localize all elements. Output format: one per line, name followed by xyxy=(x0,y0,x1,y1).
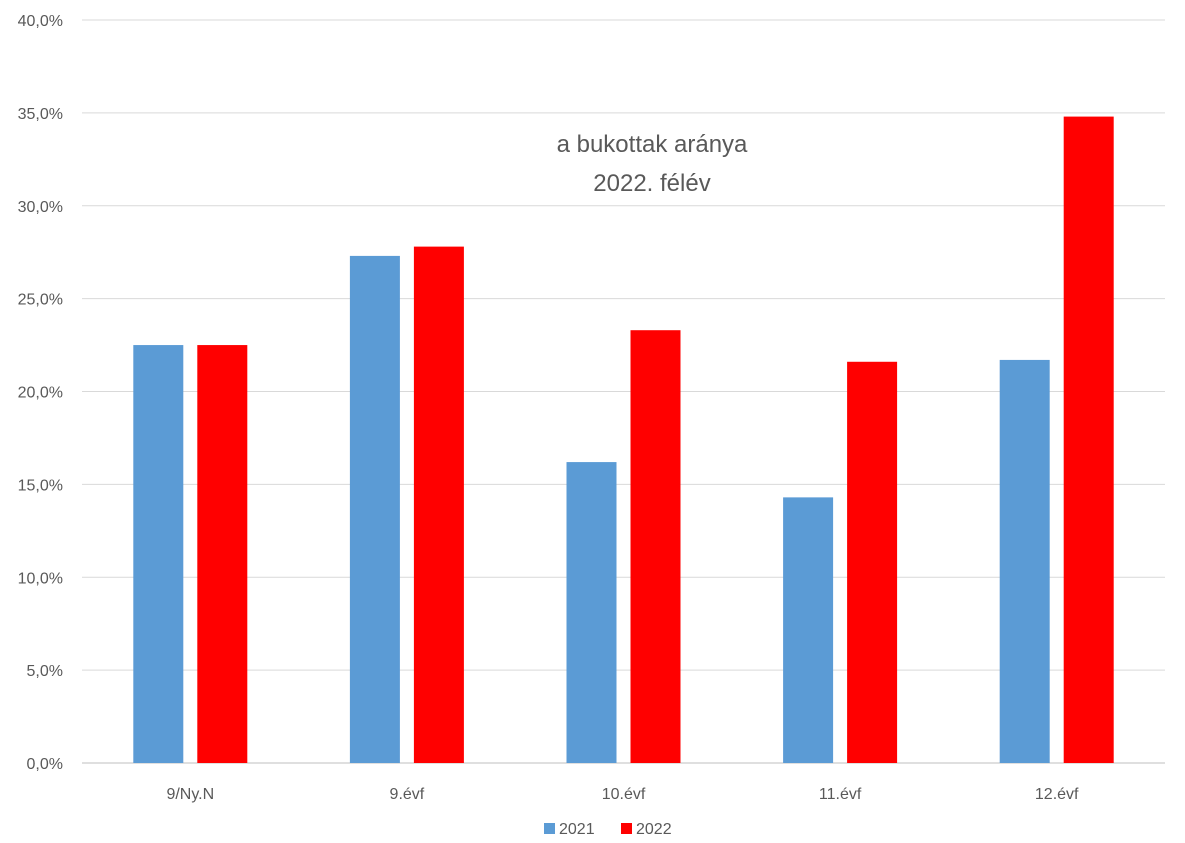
y-tick-label: 40,0% xyxy=(18,13,63,30)
y-axis-tick-labels: 0,0% 5,0% 10,0% 15,0% 20,0% 25,0% 30,0% 35,0% 40… xyxy=(18,13,63,773)
legend: 2021 2022 xyxy=(544,821,672,838)
x-category-label: 10.évf xyxy=(602,786,646,803)
x-category-label: 9/Ny.N xyxy=(166,786,214,803)
x-axis-category-labels: 9/Ny.N 9.évf 10.évf 11.évf 12.évf xyxy=(166,786,1079,803)
y-tick-label: 0,0% xyxy=(27,756,63,773)
x-category-label: 9.évf xyxy=(390,786,425,803)
legend-swatch-2021 xyxy=(544,823,555,834)
x-category-label: 12.évf xyxy=(1035,786,1079,803)
bar-2021-12.évf xyxy=(999,359,1050,763)
y-tick-label: 15,0% xyxy=(18,477,63,494)
x-category-label: 11.évf xyxy=(819,786,862,803)
chart-title-line-1: a bukottak aránya xyxy=(557,131,748,158)
y-tick-label: 30,0% xyxy=(18,199,63,216)
bar-2022-10.évf xyxy=(630,330,681,763)
y-tick-label: 25,0% xyxy=(18,292,63,309)
legend-swatch-2022 xyxy=(621,823,632,834)
gridlines xyxy=(82,19,1165,764)
y-tick-label: 20,0% xyxy=(18,385,63,402)
bars xyxy=(133,116,1114,764)
bar-2021-9.évf xyxy=(349,255,400,763)
bar-2021-11.évf xyxy=(783,497,834,763)
y-tick-label: 5,0% xyxy=(27,663,63,680)
y-tick-label: 35,0% xyxy=(18,106,63,123)
legend-label: 2021 xyxy=(559,821,595,838)
bar-2022-11.évf xyxy=(847,361,898,763)
bar-2021-9/Ny.N xyxy=(133,345,184,763)
bar-2022-9.évf xyxy=(413,246,464,764)
legend-label: 2022 xyxy=(636,821,672,838)
chart-title-line-2: 2022. félév xyxy=(593,170,710,197)
bar-2021-10.évf xyxy=(566,462,617,763)
y-tick-label: 10,0% xyxy=(18,570,63,587)
bar-2022-12.évf xyxy=(1063,116,1114,764)
bar-2022-9/Ny.N xyxy=(197,345,248,763)
